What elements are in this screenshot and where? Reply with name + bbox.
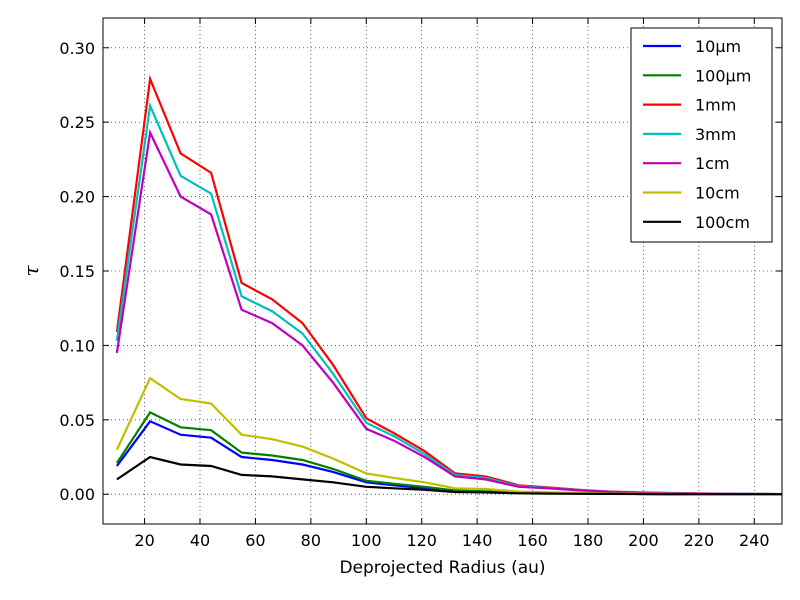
x-tick-label: 240: [739, 531, 770, 550]
legend: 10μm 100μm 1mm 3mm 1cm 10cm 100cm: [630, 27, 773, 243]
x-axis-label: Deprojected Radius (au): [339, 558, 545, 578]
series-line-6: [116, 455, 782, 496]
y-tick-label: 0.30: [59, 39, 95, 58]
legend-label: 3mm: [695, 125, 736, 144]
ticks: 20 40 60 80 100 120 140 160 180 200 220 240 0.00 0.05…: [59, 18, 782, 550]
legend-label: 10μm: [695, 37, 741, 56]
legend-box: [630, 27, 773, 243]
y-axis-label: τ: [19, 265, 43, 277]
series-lines: [115, 74, 783, 496]
x-tick-label: 80: [301, 531, 321, 550]
legend-label: 10cm: [695, 184, 740, 203]
legend-label: 100cm: [695, 213, 750, 232]
y-tick-label: 0.15: [59, 262, 95, 281]
legend-label: 100μm: [695, 66, 751, 85]
x-tick-label: 180: [573, 531, 604, 550]
legend-label: 1cm: [695, 154, 730, 173]
x-tick-label: 160: [517, 531, 548, 550]
y-tick-label: 0.20: [59, 188, 95, 207]
y-tick-label: 0.05: [59, 411, 95, 430]
x-tick-label: 60: [245, 531, 265, 550]
x-tick-label: 140: [462, 531, 493, 550]
x-tick-label: 40: [190, 531, 210, 550]
legend-label: 1mm: [695, 96, 736, 115]
y-tick-label: 0.25: [59, 113, 95, 132]
x-tick-label: 220: [684, 531, 715, 550]
x-tick-label: 200: [628, 531, 659, 550]
y-tick-label: 0.10: [59, 336, 95, 355]
x-tick-label: 120: [406, 531, 437, 550]
y-tick-label: 0.00: [59, 485, 95, 504]
x-tick-label: 100: [351, 531, 382, 550]
x-tick-label: 20: [134, 531, 154, 550]
